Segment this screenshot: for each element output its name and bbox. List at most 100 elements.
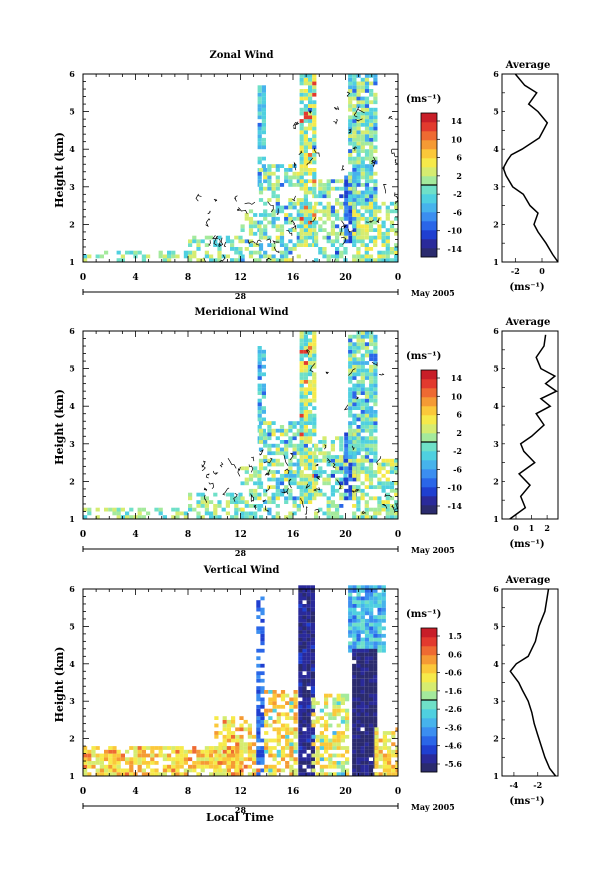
contour-line	[259, 449, 264, 456]
heatmap-cell	[391, 753, 396, 758]
heatmap-cell	[340, 731, 345, 735]
heatmap-cell	[373, 693, 378, 698]
heatmap-cell	[319, 742, 324, 747]
heatmap-cell	[318, 451, 323, 456]
heatmap-cell	[306, 678, 311, 683]
contour-line	[394, 159, 398, 165]
heatmap-cell	[171, 254, 176, 259]
heatmap-cell	[284, 447, 289, 452]
heatmap-cell	[339, 194, 344, 199]
heatmap-cell	[217, 254, 222, 259]
heatmap-cell	[348, 394, 353, 399]
heatmap-cell	[292, 175, 297, 180]
heatmap-cell	[356, 477, 361, 482]
colorbar-tick-label: 2	[456, 171, 462, 181]
heatmap-cell	[312, 425, 317, 429]
contour-line	[283, 454, 289, 466]
heatmap-cell	[381, 500, 386, 504]
heatmap-cell	[356, 738, 361, 743]
heatmap-cell	[252, 749, 257, 754]
heatmap-cell	[257, 145, 262, 150]
heatmap-cell	[261, 85, 266, 90]
heatmap-cell	[311, 734, 316, 739]
y-tick-label: 2	[69, 219, 75, 229]
heatmap-cell	[373, 656, 378, 661]
heatmap-cell	[299, 376, 304, 380]
heatmap-cell	[154, 753, 159, 758]
contour-line	[371, 361, 378, 367]
heatmap-cell	[373, 156, 378, 161]
heatmap-cell	[348, 496, 353, 501]
heatmap-cell	[230, 492, 235, 497]
heatmap-cell	[289, 716, 294, 720]
contour-line	[291, 225, 297, 230]
heatmap-cell	[368, 648, 374, 653]
contour-line	[327, 458, 331, 463]
heatmap-cell	[256, 716, 261, 720]
heatmap-cell	[394, 231, 398, 236]
heatmap-cell	[298, 764, 303, 769]
y-tick-label: 3	[69, 696, 75, 706]
heatmap-cell	[289, 757, 294, 762]
heatmap-cell	[312, 496, 317, 501]
heatmap-cell	[373, 704, 378, 709]
colorbar-tick-label: 0.6	[448, 649, 462, 659]
contour-line	[201, 464, 206, 472]
heatmap-cell	[240, 254, 245, 259]
heatmap-cell	[348, 488, 353, 493]
heatmap-cell	[344, 231, 349, 236]
heatmap-cell	[276, 742, 281, 747]
heatmap-cell	[377, 470, 382, 474]
heatmap-cell	[171, 761, 176, 765]
colorbar-swatch	[421, 664, 437, 674]
heatmap-cell	[188, 749, 193, 754]
heatmap-cell	[322, 481, 327, 486]
heatmap-cell	[288, 213, 293, 217]
heatmap-cell	[369, 406, 374, 410]
heatmap-cell	[360, 402, 365, 407]
heatmap-cell	[360, 716, 365, 720]
heatmap-cell	[330, 470, 335, 474]
heatmap-cell	[258, 235, 264, 240]
heatmap-cell	[276, 716, 281, 720]
heatmap-cell	[296, 179, 301, 184]
heatmap-cell	[310, 645, 315, 649]
heatmap-cell	[258, 504, 264, 508]
heatmap-cell	[303, 488, 308, 493]
heatmap-cell	[279, 183, 285, 187]
heatmap-cell	[303, 334, 308, 339]
heatmap-cell	[267, 220, 272, 225]
heatmap-cell	[204, 496, 209, 501]
heatmap-cell	[263, 228, 268, 232]
heatmap-cell	[288, 250, 293, 255]
average-y-tick-label: 6	[493, 69, 499, 79]
heatmap-cell	[188, 757, 193, 762]
heatmap-cell	[257, 175, 262, 180]
heatmap-cell	[230, 749, 235, 754]
heatmap-cell	[348, 398, 353, 403]
heatmap-cell	[348, 626, 353, 631]
heatmap-cell	[298, 656, 303, 661]
heatmap-cell	[288, 436, 293, 441]
heatmap-cell	[244, 213, 249, 217]
heatmap-cell	[312, 85, 317, 90]
panel-title: Zonal Wind	[209, 50, 273, 61]
heatmap-cell	[356, 678, 361, 683]
heatmap-cell	[299, 74, 304, 78]
contour-line	[308, 110, 312, 114]
heatmap-cell	[271, 186, 276, 191]
heatmap-cell	[271, 477, 276, 482]
heatmap-cell	[352, 107, 357, 112]
heatmap-cell	[360, 488, 365, 493]
heatmap-cell	[360, 107, 365, 112]
average-y-tick-label: 5	[493, 621, 499, 631]
heatmap-cell	[192, 764, 197, 769]
heatmap-cell	[322, 205, 327, 210]
heatmap-cell	[238, 492, 243, 497]
heatmap-cell	[299, 186, 304, 191]
heatmap-cell	[308, 451, 313, 456]
heatmap-cell	[302, 667, 307, 672]
heatmap-cell	[308, 85, 313, 90]
heatmap-cell	[188, 258, 193, 262]
y-axis-label: Height (km)	[53, 647, 66, 723]
